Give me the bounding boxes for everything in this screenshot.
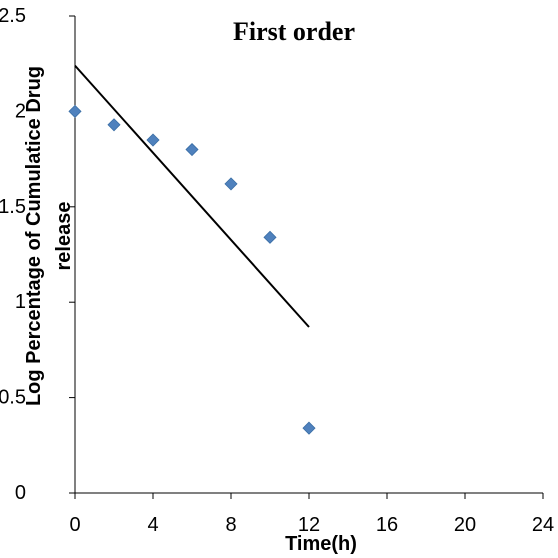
data-point [146, 133, 160, 147]
data-point [68, 104, 82, 118]
data-point [224, 177, 238, 191]
data-point [302, 421, 316, 435]
x-axis-title: Time(h) [285, 533, 357, 555]
y-tick-label: 1 [15, 291, 26, 313]
data-point [107, 118, 121, 132]
y-tick-label: 2.5 [0, 5, 26, 27]
data-points [68, 104, 316, 435]
chart-title: First order [233, 17, 355, 46]
data-point [263, 230, 277, 244]
plot-area [68, 64, 316, 435]
x-tick-label: 12 [298, 514, 320, 536]
axes [74, 16, 543, 494]
y-axis-title-line-2: release [53, 202, 75, 271]
tick-marks [69, 15, 544, 499]
x-tick-labels: 0 4 8 12 16 20 24 [69, 514, 554, 536]
y-tick-label: 1.5 [0, 196, 26, 218]
x-tick-label: 4 [147, 514, 158, 536]
x-tick-label: 24 [532, 514, 554, 536]
y-axis-title: Log Percentage of Cumulatice Drug releas… [23, 66, 75, 406]
x-tick-label: 8 [225, 514, 236, 536]
y-tick-label: 0.5 [0, 387, 26, 409]
x-tick-label: 20 [454, 514, 476, 536]
y-axis-title-line-1: Log Percentage of Cumulatice Drug [23, 66, 45, 406]
trendline [74, 64, 310, 328]
x-tick-label: 0 [69, 514, 80, 536]
x-tick-label: 16 [376, 514, 398, 536]
y-tick-labels: 0 0.5 1 1.5 2 2.5 [0, 5, 26, 504]
data-point [185, 142, 199, 157]
y-tick-label: 2 [15, 100, 26, 122]
y-tick-label: 0 [15, 482, 26, 504]
